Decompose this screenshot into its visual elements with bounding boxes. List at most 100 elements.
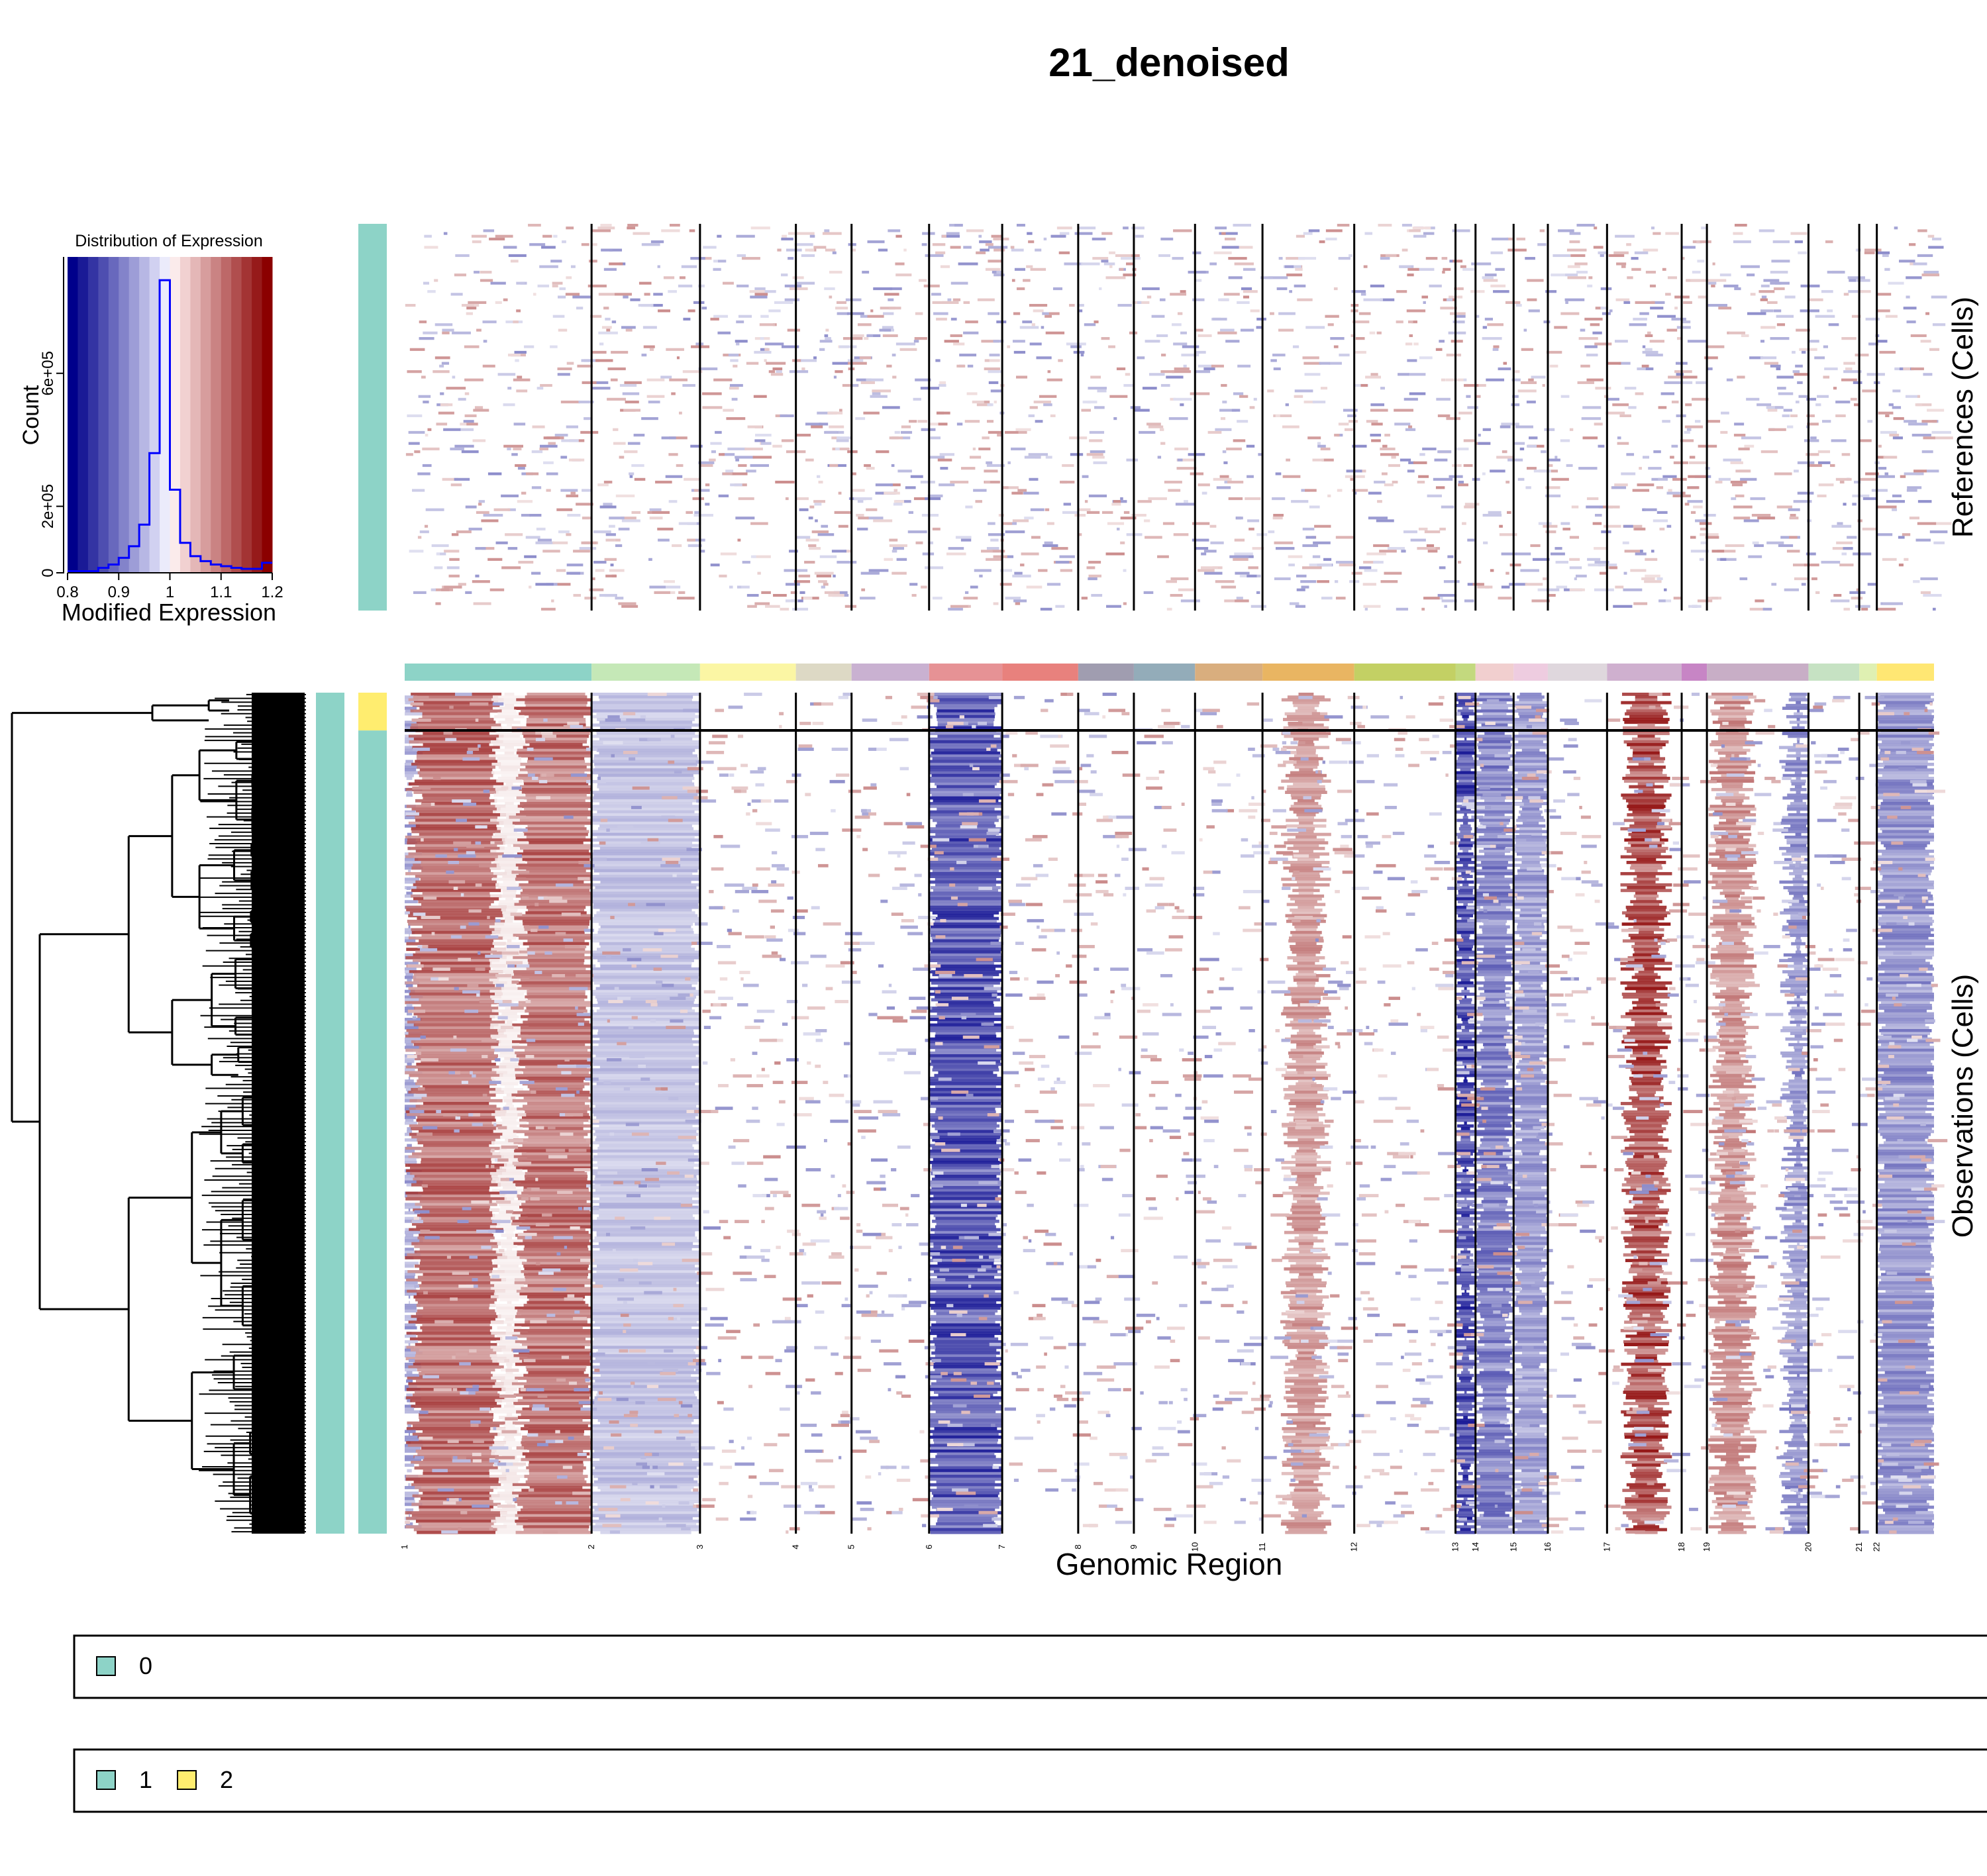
histogram-bin [108, 257, 119, 573]
heatmap-cell [1682, 381, 1693, 384]
heatmap-band [1513, 919, 1548, 923]
heatmap-band [1292, 911, 1321, 915]
heatmap-cell [750, 226, 770, 230]
heatmap-band [502, 1132, 517, 1136]
histogram-xlabel: Modified Expression [62, 599, 276, 626]
heatmap-cell [1564, 298, 1585, 301]
chromosome-color-strip [405, 664, 1934, 681]
heatmap-band [1294, 802, 1319, 805]
heatmap-cell [610, 378, 618, 381]
heatmap-band [497, 777, 521, 780]
heatmap-band [929, 805, 1003, 809]
heatmap-band [1296, 942, 1317, 946]
heatmap-band [1462, 1029, 1470, 1032]
heatmap-band [1785, 934, 1809, 937]
heatmap-cell [427, 290, 436, 293]
heatmap-cell [1016, 287, 1025, 291]
heatmap-band [599, 984, 692, 988]
heatmap-cell [705, 483, 710, 487]
heatmap-cell [473, 409, 489, 412]
heatmap-band [1795, 832, 1802, 836]
heatmap-cell [1668, 375, 1688, 379]
heatmap-band [591, 703, 700, 707]
heatmap-band [411, 1087, 501, 1091]
heatmap-band [591, 1071, 700, 1075]
heatmap-cell [1427, 550, 1438, 553]
heatmap-cell [713, 315, 729, 318]
heatmap-cell [1142, 387, 1157, 390]
heatmap-cell [1233, 224, 1251, 227]
heatmap-band [1709, 1073, 1755, 1077]
heatmap-band [1785, 1037, 1809, 1041]
heatmap-cell [1437, 450, 1452, 454]
heatmap-band [1796, 1023, 1801, 1027]
heatmap-band [1520, 908, 1541, 912]
heatmap-cell [537, 538, 552, 542]
heatmap-cell [1872, 317, 1876, 321]
heatmap-band [1455, 869, 1476, 873]
heatmap-cell [1528, 378, 1534, 381]
heatmap-band [1296, 1068, 1317, 1072]
heatmap-band [1796, 777, 1801, 780]
heatmap-cell [1452, 229, 1470, 232]
heatmap-cell [1595, 307, 1604, 310]
heatmap-cell [1632, 489, 1650, 492]
heatmap-cell [1500, 425, 1511, 428]
heatmap-cell [950, 480, 969, 484]
heatmap-cell [731, 397, 738, 401]
heatmap-band [407, 919, 505, 923]
heatmap-band [1478, 908, 1511, 912]
heatmap-band [489, 754, 530, 758]
heatmap-band [591, 858, 700, 862]
heatmap-band [405, 720, 420, 724]
heatmap-cell [1317, 442, 1321, 445]
heatmap-band [504, 693, 515, 696]
heatmap-cell [1506, 237, 1513, 241]
heatmap-band [1296, 1105, 1317, 1109]
heatmap-cell [1243, 268, 1256, 271]
heatmap-cell [422, 464, 432, 468]
heatmap-cell [772, 367, 783, 371]
heatmap-cell [1218, 298, 1229, 301]
heatmap-cell [483, 514, 503, 517]
heatmap-cell [543, 461, 554, 464]
heatmap-cell [1292, 345, 1299, 348]
heatmap-cell [1917, 395, 1921, 398]
heatmap-cell [1435, 348, 1443, 351]
heatmap-cell [1305, 536, 1316, 539]
heatmap-band [1521, 936, 1540, 940]
heatmap-cell [1682, 375, 1698, 379]
heatmap-cell [838, 524, 848, 528]
heatmap-band [1880, 802, 1931, 805]
heatmap-cell [1878, 411, 1894, 415]
heatmap-band [405, 1023, 415, 1027]
heatmap-band [405, 1043, 413, 1046]
heatmap-band [1795, 939, 1802, 943]
heatmap-cell [595, 359, 613, 362]
heatmap-cell [1817, 494, 1827, 497]
heatmap-band [1878, 956, 1933, 960]
heatmap-band [520, 785, 592, 789]
heatmap-band [1515, 897, 1546, 901]
heatmap-band [524, 807, 588, 811]
heatmap-band [1620, 883, 1672, 887]
heatmap-cell [1354, 491, 1357, 495]
heatmap-band [1455, 942, 1476, 946]
heatmap-band [1782, 816, 1809, 820]
heatmap-band [1455, 726, 1476, 730]
heatmap-cell [987, 420, 994, 423]
heatmap-band [1709, 981, 1755, 985]
heatmap-cell [1731, 483, 1743, 487]
heatmap-cell [1592, 522, 1602, 525]
heatmap-cell [1685, 403, 1692, 407]
heatmap-band [929, 858, 1003, 862]
heatmap-band [595, 1054, 696, 1058]
heatmap-cell [1527, 279, 1544, 282]
heatmap-band [1457, 1085, 1474, 1089]
heatmap-cell [537, 284, 550, 287]
heatmap-cell [1089, 430, 1105, 434]
heatmap-cell [1409, 334, 1413, 338]
heatmap-band [490, 841, 529, 845]
heatmap-band [1513, 939, 1548, 943]
heatmap-band [1286, 824, 1327, 828]
